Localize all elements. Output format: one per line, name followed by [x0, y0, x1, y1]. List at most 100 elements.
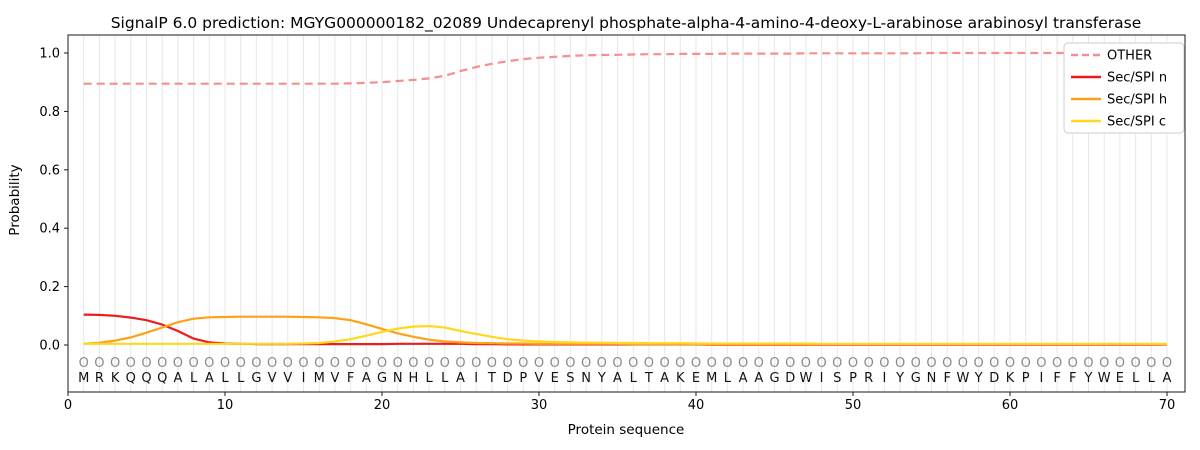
- residue-letter: P: [849, 371, 857, 386]
- position-label: O: [738, 356, 748, 371]
- residue-letter: I: [882, 371, 886, 386]
- residue-letter: G: [251, 371, 261, 386]
- position-label: O: [1005, 356, 1015, 371]
- y-tick-label: 0.6: [39, 163, 60, 178]
- position-label: O: [1021, 356, 1031, 371]
- probability-curves: [83, 51, 1168, 346]
- residue-letter: L: [630, 371, 638, 386]
- position-label: O: [126, 356, 136, 371]
- residue-letter: V: [535, 371, 544, 386]
- residue-letter: I: [474, 371, 478, 386]
- position-label: O: [361, 356, 371, 371]
- residue-letter: I: [820, 371, 824, 386]
- legend: OTHER Sec/SPI n Sec/SPI h Sec/SPI c: [1063, 42, 1185, 134]
- residue-letter: P: [1022, 371, 1030, 386]
- position-label: O: [581, 356, 591, 371]
- series-line-sec-spi-c: [83, 324, 1167, 345]
- residue-letter: L: [1132, 371, 1140, 386]
- position-label: O: [628, 356, 638, 371]
- position-label: O: [958, 356, 968, 371]
- residue-letter: K: [1006, 371, 1015, 386]
- position-label: O: [1162, 356, 1172, 371]
- position-label: O: [236, 356, 246, 371]
- residue-letter: M: [314, 371, 325, 386]
- x-tick-label: 10: [217, 398, 234, 413]
- position-label: O: [879, 356, 889, 371]
- legend-box: [1063, 42, 1185, 134]
- residue-letter: L: [441, 371, 449, 386]
- position-label: O: [455, 356, 465, 371]
- position-label: O: [188, 356, 198, 371]
- position-label: O: [267, 356, 277, 371]
- position-label: O: [691, 356, 701, 371]
- residue-letter: A: [362, 371, 371, 386]
- position-label: O: [314, 356, 324, 371]
- residue-letter: M: [706, 371, 717, 386]
- residue-letter: E: [692, 371, 700, 386]
- position-label: O: [754, 356, 764, 371]
- y-tick-label: 1.0: [39, 47, 60, 62]
- position-label: O: [832, 356, 842, 371]
- residue-letter: R: [95, 371, 104, 386]
- residue-letter: L: [425, 371, 433, 386]
- position-label: O: [1099, 356, 1109, 371]
- residue-letter: D: [785, 371, 795, 386]
- position-label: O: [612, 356, 622, 371]
- position-label: O: [1115, 356, 1125, 371]
- x-tick-label: 50: [845, 398, 862, 413]
- residue-letter: N: [393, 371, 403, 386]
- position-label: O: [848, 356, 858, 371]
- position-label: O: [911, 356, 921, 371]
- position-label: O: [204, 356, 214, 371]
- residue-letter: G: [769, 371, 779, 386]
- position-label: O: [393, 356, 403, 371]
- residue-letter: G: [911, 371, 921, 386]
- residue-letter: W: [799, 371, 812, 386]
- legend-label: Sec/SPI c: [1107, 115, 1166, 130]
- residue-letter: L: [190, 371, 198, 386]
- position-label: O: [251, 356, 261, 371]
- y-tick-label: 0.4: [39, 222, 60, 237]
- residue-letter: A: [660, 371, 669, 386]
- x-tick-label: 40: [688, 398, 705, 413]
- residue-letter: A: [173, 371, 182, 386]
- position-label: O: [110, 356, 120, 371]
- plot-frame: [67, 34, 1186, 393]
- position-label: O: [330, 356, 340, 371]
- residue-letter: A: [1163, 371, 1172, 386]
- position-label: O: [707, 356, 717, 371]
- residue-letter: I: [302, 371, 306, 386]
- residue-letter: H: [409, 371, 419, 386]
- position-label: O: [1146, 356, 1156, 371]
- position-label: O: [1052, 356, 1062, 371]
- residue-letter: V: [268, 371, 277, 386]
- residue-letter: W: [1098, 371, 1111, 386]
- residue-letter: F: [347, 371, 354, 386]
- x-axis-label: Protein sequence: [568, 422, 685, 438]
- position-label: O: [816, 356, 826, 371]
- residue-letter: L: [724, 371, 732, 386]
- residue-letter: L: [1148, 371, 1156, 386]
- residue-letter: V: [283, 371, 292, 386]
- residue-letter: P: [519, 371, 527, 386]
- residue-letter: I: [1039, 371, 1043, 386]
- position-label: O: [785, 356, 795, 371]
- residue-letter: A: [456, 371, 465, 386]
- legend-label: Sec/SPI n: [1107, 71, 1167, 86]
- residue-letter: Y: [1084, 371, 1093, 386]
- x-axis-ticks: 0 10 20 30 40 50 60 70: [64, 392, 1175, 413]
- residue-letter: A: [739, 371, 748, 386]
- gridlines: [83, 35, 1168, 392]
- position-label: O: [220, 356, 230, 371]
- position-label: O: [989, 356, 999, 371]
- residue-letter: T: [487, 371, 496, 386]
- position-label: O: [471, 356, 481, 371]
- y-tick-label: 0.2: [39, 280, 60, 295]
- position-label: O: [79, 356, 89, 371]
- position-label: O: [769, 356, 779, 371]
- y-tick-label: 0.8: [39, 105, 60, 120]
- residue-letter: F: [1069, 371, 1076, 386]
